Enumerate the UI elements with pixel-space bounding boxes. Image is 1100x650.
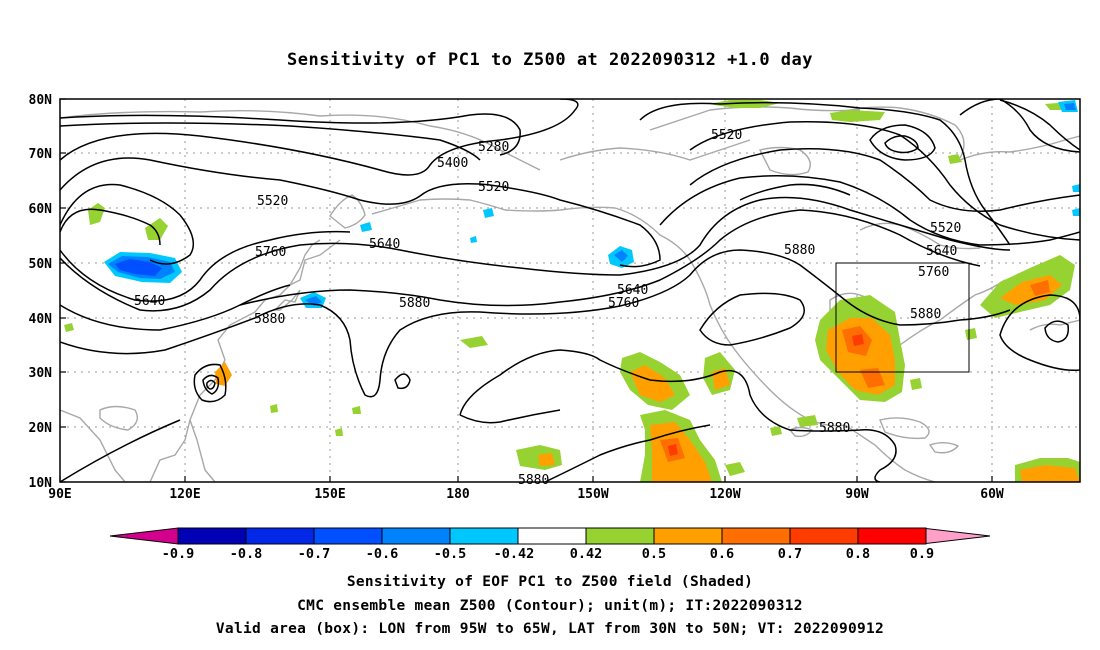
lon-axis-labels: 90E 120E 150E 180 150W 120W 90W 60W: [48, 487, 1004, 502]
colorbar-right-tip: [921, 527, 991, 545]
contour-label: 5280: [478, 140, 509, 155]
valid-area-box: [835, 262, 970, 373]
lat-tick-label: 50N: [29, 257, 53, 272]
contour-label: 5880: [819, 421, 850, 436]
colorbar-label: -0.7: [298, 546, 331, 562]
colorbar-segment: [449, 527, 519, 545]
colorbar-segment: [653, 527, 723, 545]
caption-shaded-field: Sensitivity of EOF PC1 to Z500 field (Sh…: [346, 574, 754, 590]
axis-ticks: [59, 98, 993, 483]
caption-contour-field: CMC ensemble mean Z500 (Contour); unit(m…: [297, 598, 803, 614]
contour-label: 5640: [134, 294, 165, 309]
contour-label: 5520: [711, 128, 742, 143]
colorbar-segment: [381, 527, 451, 545]
figure-title: Sensitivity of PC1 to Z500 at 2022090312…: [286, 50, 813, 70]
lat-tick-label: 80N: [29, 93, 53, 108]
z500-contours: [60, 99, 1080, 482]
contour-label: 5640: [617, 283, 648, 298]
colorbar-label: 0.7: [778, 546, 802, 562]
colorbar-segment: [517, 527, 587, 545]
contour-label: 5880: [399, 296, 430, 311]
colorbar-segment: [721, 527, 791, 545]
colorbar-label: -0.9: [162, 546, 195, 562]
colorbar-segment: [789, 527, 859, 545]
contour-label: 5520: [257, 194, 288, 209]
contour-label: 5760: [255, 245, 286, 260]
colorbar-segment: [245, 527, 315, 545]
contour-label: 5520: [930, 221, 961, 236]
colorbar-segment: [857, 527, 927, 545]
lon-tick-label: 60W: [980, 487, 1004, 502]
lon-tick-label: 120E: [169, 487, 200, 502]
lon-tick-label: 180: [446, 487, 470, 502]
lon-tick-label: 90W: [845, 487, 869, 502]
colorbar-segment: [585, 527, 655, 545]
colorbar-label: 0.42: [570, 546, 603, 562]
lon-tick-label: 120W: [709, 487, 740, 502]
lat-tick-label: 20N: [29, 421, 53, 436]
contour-label: 5640: [369, 237, 400, 252]
colorbar-label: 0.9: [910, 546, 934, 562]
colorbar-label: 0.8: [846, 546, 870, 562]
lat-tick-label: 40N: [29, 312, 53, 327]
lat-tick-label: 10N: [29, 476, 53, 491]
caption-valid-area: Valid area (box): LON from 95W to 65W, L…: [215, 621, 885, 637]
colorbar-left-tip: [109, 527, 179, 545]
lat-tick-label: 60N: [29, 202, 53, 217]
map-frame: [59, 98, 1081, 483]
contour-label: 5760: [918, 265, 949, 280]
coastlines: [60, 106, 1080, 482]
contour-label: 5880: [784, 243, 815, 258]
contour-label: 5880: [518, 473, 549, 488]
contour-label-layer: 5280 5400 5520 5520 5520 5520 5640 5640 …: [134, 128, 961, 488]
contour-label: 5760: [608, 296, 639, 311]
lat-tick-label: 70N: [29, 147, 53, 162]
colorbar-label: -0.6: [366, 546, 399, 562]
colorbar-segment: [313, 527, 383, 545]
contour-label: 5880: [254, 312, 285, 327]
colorbar-segment: [177, 527, 247, 545]
lon-tick-label: 150E: [314, 487, 345, 502]
colorbar-label: 0.6: [710, 546, 734, 562]
positive-sensitivity-shading: [64, 100, 1080, 482]
colorbar-label: 0.5: [642, 546, 666, 562]
colorbar-label: -0.8: [230, 546, 263, 562]
lat-tick-label: 30N: [29, 366, 53, 381]
colorbar-label: -0.5: [434, 546, 467, 562]
colorbar: -0.9 -0.8 -0.7 -0.6 -0.5 -0.42 0.42 0.5 …: [109, 527, 991, 562]
contour-label: 5640: [926, 244, 957, 259]
negative-sensitivity-shading: [104, 100, 1080, 308]
lon-tick-label: 90E: [48, 487, 71, 502]
lon-tick-label: 150W: [577, 487, 608, 502]
contour-label: 5400: [437, 156, 468, 171]
lat-axis-labels: 10N 20N 30N 40N 50N 60N 70N 80N: [29, 93, 53, 491]
colorbar-label: -0.42: [494, 546, 535, 562]
contour-label: 5880: [910, 307, 941, 322]
contour-label: 5520: [478, 180, 509, 195]
